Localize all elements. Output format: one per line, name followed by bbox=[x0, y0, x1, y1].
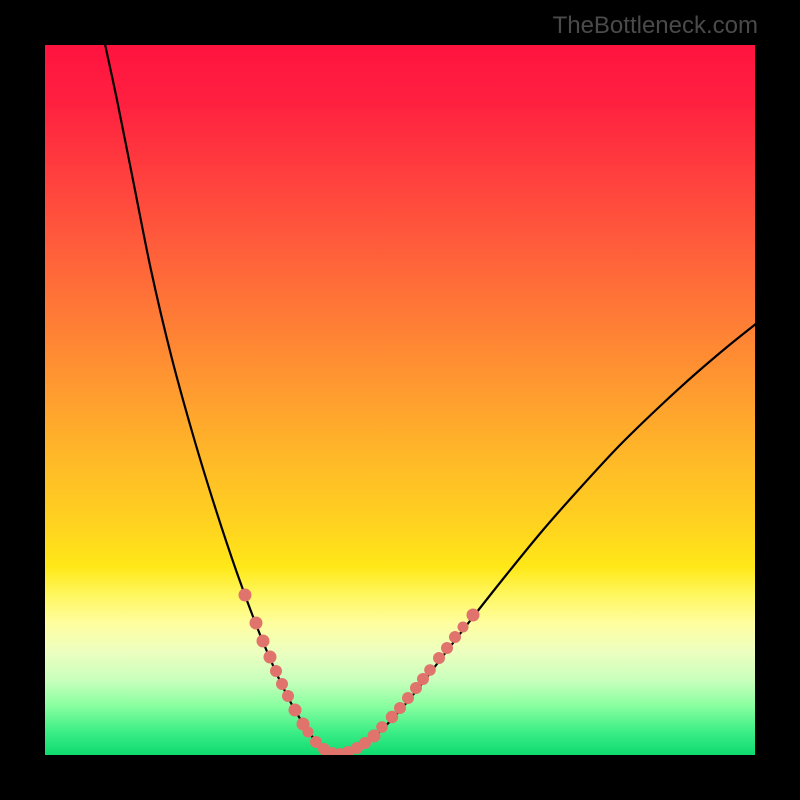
marker-dot bbox=[282, 690, 294, 702]
marker-dot bbox=[394, 702, 406, 714]
curve-left bbox=[103, 45, 335, 754]
curve-layer bbox=[45, 45, 755, 755]
marker-dot bbox=[270, 665, 282, 677]
marker-dot bbox=[433, 652, 445, 664]
marker-dot bbox=[376, 721, 388, 733]
marker-dot bbox=[467, 609, 480, 622]
marker-dot bbox=[458, 622, 469, 633]
marker-dot bbox=[303, 727, 314, 738]
marker-dot bbox=[276, 678, 288, 690]
plot-area bbox=[45, 45, 755, 755]
marker-dot bbox=[424, 664, 436, 676]
marker-dot bbox=[402, 692, 414, 704]
marker-dot bbox=[449, 631, 461, 643]
marker-dot bbox=[289, 704, 302, 717]
marker-dot bbox=[441, 642, 453, 654]
marker-dot bbox=[264, 651, 277, 664]
curve-right bbox=[335, 317, 755, 754]
marker-dot bbox=[239, 589, 252, 602]
marker-dot bbox=[250, 617, 263, 630]
marker-dot bbox=[257, 635, 270, 648]
watermark-label: TheBottleneck.com bbox=[553, 12, 758, 40]
